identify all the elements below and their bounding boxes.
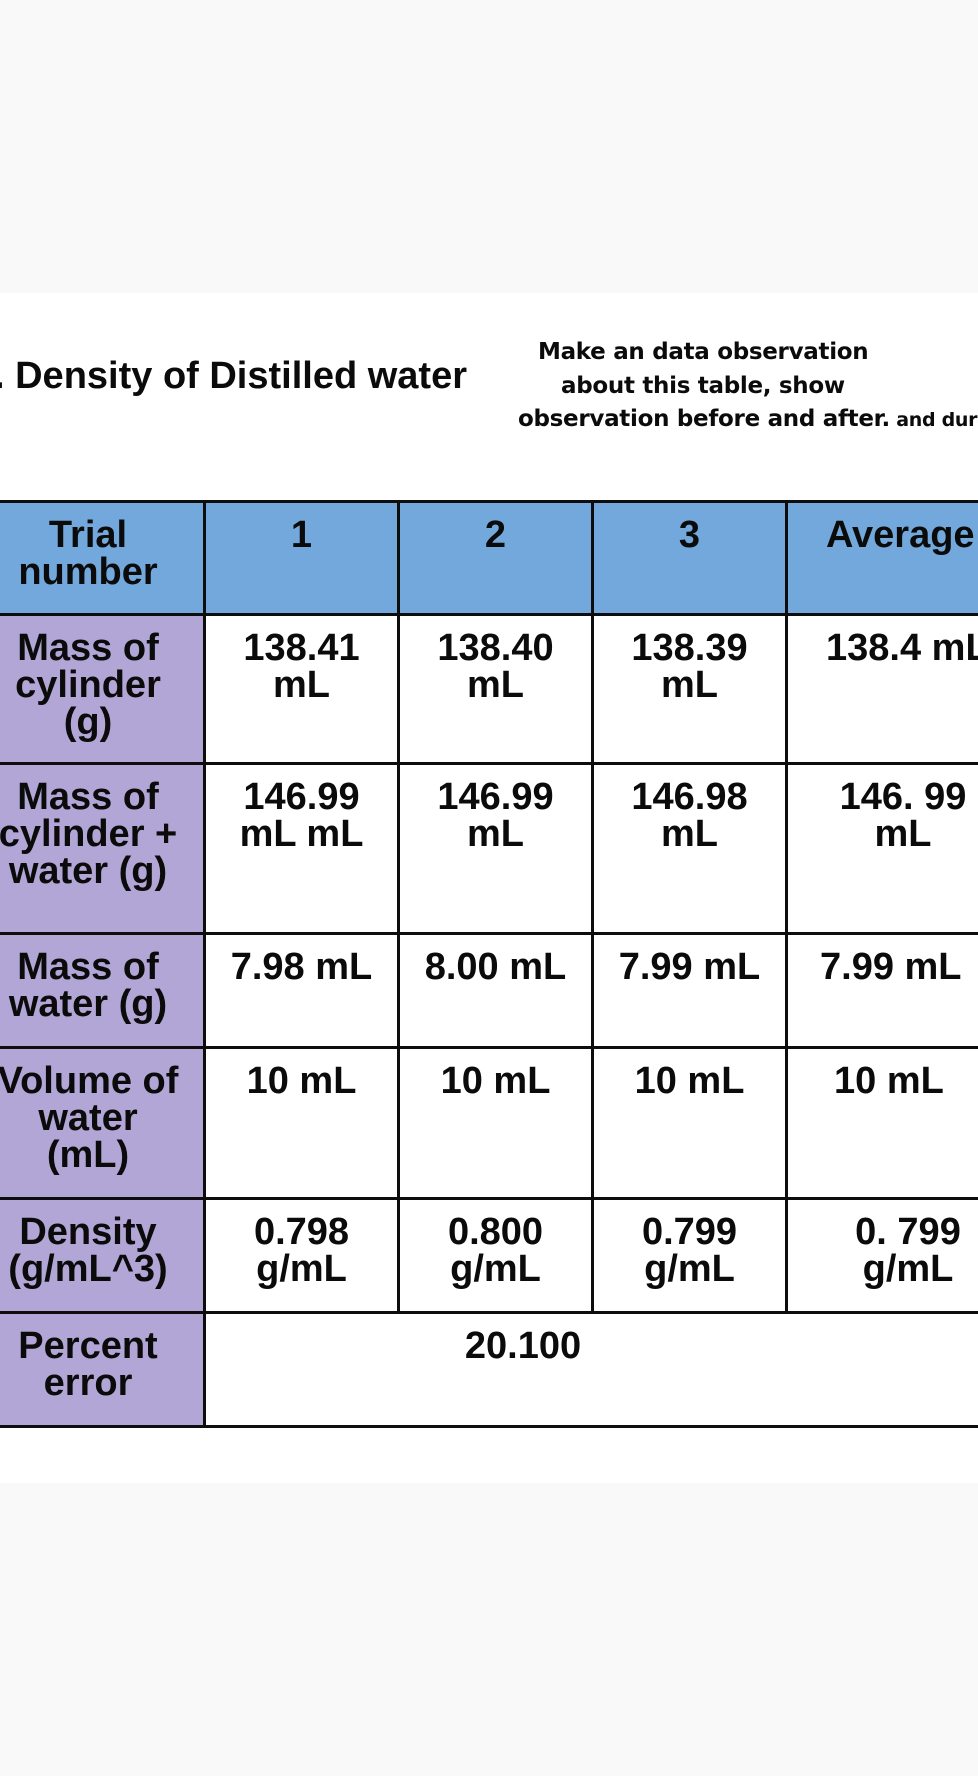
- table-cell: 7.99 mL: [591, 932, 788, 1049]
- table-cell: 138.41 mL: [203, 613, 400, 765]
- row-label-mass-of-cylinder-plus-water: Mass of cylinder + water (g): [0, 762, 206, 935]
- header-trial-1: 1: [203, 500, 400, 616]
- table-row: Volume of water (mL) 10 mL 10 mL 10 mL 1…: [0, 1046, 978, 1200]
- note-line-3-small: and during: [896, 409, 978, 431]
- row-label-density: Density (g/mL^3): [0, 1197, 206, 1314]
- table-row: Mass of cylinder + water (g) 146.99 mL m…: [0, 762, 978, 935]
- table-cell: 10 mL: [203, 1046, 400, 1200]
- density-data-table: Trial number 1 2 3 Average Mass of cylin…: [0, 500, 978, 1428]
- table-cell: 138.40 mL: [397, 613, 594, 765]
- row-label-mass-of-water: Mass of water (g): [0, 932, 206, 1049]
- table-cell: 138.4 mL: [785, 613, 978, 765]
- table-cell: 7.98 mL: [203, 932, 400, 1049]
- header-average: Average: [785, 500, 978, 616]
- table-cell: 0.798 g/mL: [203, 1197, 400, 1314]
- table-cell: 0. 799 g/mL: [785, 1197, 978, 1314]
- table-cell: 10 mL: [591, 1046, 788, 1200]
- row-label-volume-of-water: Volume of water (mL): [0, 1046, 206, 1200]
- table-row: Mass of water (g) 7.98 mL 8.00 mL 7.99 m…: [0, 932, 978, 1049]
- table-cell: 138.39 mL: [591, 613, 788, 765]
- table-header-row: Trial number 1 2 3 Average: [0, 500, 978, 616]
- table-cell: 146. 99 mL: [785, 762, 978, 935]
- table-cell: 0.799 g/mL: [591, 1197, 788, 1314]
- handwritten-note-line-2: about this table, show: [561, 373, 845, 399]
- percent-error-value: 20.100: [203, 1311, 978, 1428]
- document-title: . Density of Distilled water: [0, 355, 467, 397]
- table-cell: 146.99 mL: [397, 762, 594, 935]
- handwritten-note-line-1: Make an data observation: [538, 339, 869, 365]
- table-cell: 10 mL: [397, 1046, 594, 1200]
- table-cell: 7.99 mL: [785, 932, 978, 1049]
- table-row: Mass of cylinder (g) 138.41 mL 138.40 mL…: [0, 613, 978, 765]
- handwritten-note-line-3: observation before and after. and during: [518, 406, 978, 432]
- row-label-mass-of-cylinder: Mass of cylinder (g): [0, 613, 206, 765]
- table-cell: 146.98 mL: [591, 762, 788, 935]
- table-cell: 0.800 g/mL: [397, 1197, 594, 1314]
- table-cell: 8.00 mL: [397, 932, 594, 1049]
- header-trial-3: 3: [591, 500, 788, 616]
- header-trial-number: Trial number: [0, 500, 206, 616]
- table-cell: 10 mL: [785, 1046, 978, 1200]
- table-row-percent-error: Percent error 20.100: [0, 1311, 978, 1428]
- row-label-percent-error: Percent error: [0, 1311, 206, 1428]
- document-sheet: . Density of Distilled water Make an dat…: [0, 293, 978, 1483]
- note-line-3-main: observation before and after.: [518, 406, 890, 432]
- table-cell: 146.99 mL mL: [203, 762, 400, 935]
- table-row: Density (g/mL^3) 0.798 g/mL 0.800 g/mL 0…: [0, 1197, 978, 1314]
- header-trial-2: 2: [397, 500, 594, 616]
